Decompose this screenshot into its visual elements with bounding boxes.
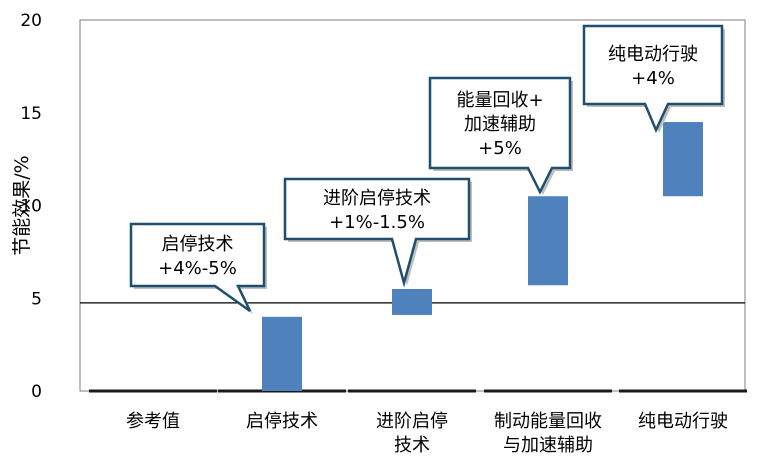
callout-text: 能量回收+ bbox=[456, 90, 543, 111]
callout-text: +5% bbox=[478, 138, 522, 159]
callout-ss: 启停技术 +4%-5% bbox=[129, 222, 267, 314]
category-label-adv: 进阶启停 bbox=[376, 411, 448, 432]
category-label-adv: 技术 bbox=[394, 435, 430, 456]
callout-box bbox=[283, 177, 471, 288]
callout-text: +4%-5% bbox=[158, 258, 237, 279]
callout-box bbox=[582, 24, 724, 134]
callout-text: +4% bbox=[631, 68, 675, 89]
callout-regen: 能量回收+ 加速辅助 +5% bbox=[428, 76, 573, 195]
bar-regen bbox=[528, 196, 568, 286]
callout-adv: 进阶启停技术 +1%-1.5% bbox=[283, 177, 472, 288]
callout-ev: 纯电动行驶 +4% bbox=[582, 24, 725, 134]
category-label-regen: 制动能量回收 bbox=[494, 411, 602, 432]
callout-text: 进阶启停技术 bbox=[323, 188, 431, 209]
y-tick-label: 5 bbox=[31, 289, 42, 309]
y-axis-label: 节能效果/% bbox=[11, 155, 33, 255]
callout-text: 纯电动行驶 bbox=[608, 44, 698, 65]
y-tick-label: 0 bbox=[31, 382, 42, 402]
callout-text: 加速辅助 bbox=[464, 114, 536, 135]
category-label-ss: 启停技术 bbox=[246, 411, 318, 432]
category-label-ev: 纯电动行驶 bbox=[638, 411, 728, 432]
callout-box bbox=[129, 222, 266, 313]
callout-text: 启停技术 bbox=[162, 234, 234, 255]
y-tick-label: 15 bbox=[20, 104, 42, 124]
y-tick-label: 10 bbox=[20, 197, 42, 217]
y-tick-label: 20 bbox=[20, 11, 42, 31]
bar-adv bbox=[392, 288, 432, 315]
category-label-ref: 参考值 bbox=[126, 411, 180, 432]
category-label-regen: 与加速辅助 bbox=[503, 435, 593, 456]
callout-box bbox=[428, 76, 572, 195]
bar-ev bbox=[663, 122, 703, 197]
callout-text: +1%-1.5% bbox=[329, 212, 425, 233]
bar-ss bbox=[262, 316, 302, 391]
